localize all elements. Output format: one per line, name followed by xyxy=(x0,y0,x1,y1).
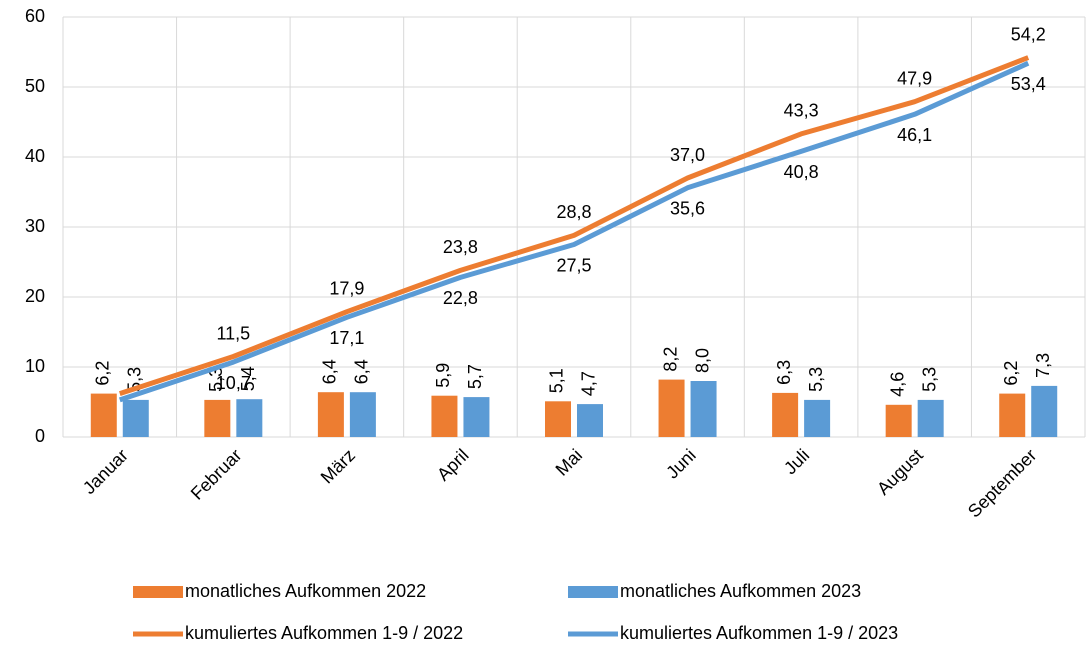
legend-label: monatliches Aufkommen 2022 xyxy=(185,581,426,601)
line-value-label: 27,5 xyxy=(556,255,591,275)
bar-value-label: 6,4 xyxy=(320,359,340,384)
bar xyxy=(431,395,458,437)
bar-value-label: 5,3 xyxy=(206,367,226,392)
line-value-label: 53,4 xyxy=(1011,74,1046,94)
line-value-label: 10,7 xyxy=(216,373,251,393)
x-tick-label: Juni xyxy=(662,445,699,482)
line-value-label: 40,8 xyxy=(784,162,819,182)
line xyxy=(119,55,1030,396)
line-value-label: 46,1 xyxy=(897,125,932,145)
bar xyxy=(1031,385,1058,437)
x-tick-label: März xyxy=(317,445,359,487)
line xyxy=(118,60,1030,403)
line-value-label: 28,8 xyxy=(556,202,591,222)
x-tick-label: August xyxy=(873,445,927,499)
bar xyxy=(545,401,571,437)
bar xyxy=(577,404,603,437)
bar xyxy=(804,399,831,437)
bar-value-label: 5,1 xyxy=(547,368,567,393)
x-tick-label: Januar xyxy=(79,445,132,498)
y-tick-label: 0 xyxy=(35,426,45,446)
legend-label: kumuliertes Aufkommen 1-9 / 2022 xyxy=(185,623,463,643)
line-value-label: 23,8 xyxy=(443,237,478,257)
x-tick-label: April xyxy=(433,445,473,485)
bar-value-label: 5,3 xyxy=(919,367,939,392)
y-tick-label: 50 xyxy=(25,76,45,96)
bar xyxy=(317,392,344,437)
bar-value-label: 5,9 xyxy=(433,363,453,388)
line-value-label: 43,3 xyxy=(784,101,819,121)
line-value-label: 11,5 xyxy=(216,323,250,343)
line-value-label: 17,9 xyxy=(329,278,364,298)
legend-swatch xyxy=(568,586,618,598)
bar-value-label: 4,6 xyxy=(887,372,907,397)
line-value-label: 22,8 xyxy=(443,288,478,308)
bar-value-label: 8,0 xyxy=(692,348,712,373)
bar xyxy=(349,392,376,437)
x-tick-label: Juli xyxy=(780,445,813,478)
bar xyxy=(236,399,263,437)
x-tick-label: Mai xyxy=(552,445,587,480)
line-value-label: 37,0 xyxy=(670,145,705,165)
bar-value-label: 6,2 xyxy=(93,361,113,386)
bar xyxy=(204,399,231,437)
bar-value-label: 5,3 xyxy=(806,367,826,392)
y-tick-label: 30 xyxy=(25,216,45,236)
y-tick-label: 20 xyxy=(25,286,45,306)
legend-label: monatliches Aufkommen 2023 xyxy=(620,581,861,601)
bar-value-label: 7,3 xyxy=(1033,353,1053,378)
bar xyxy=(90,393,117,437)
x-tick-label: Februar xyxy=(187,445,246,504)
line-value-label: 35,6 xyxy=(670,199,705,219)
bar-value-label: 6,4 xyxy=(352,359,372,384)
legend-label: kumuliertes Aufkommen 1-9 / 2023 xyxy=(620,623,898,643)
y-tick-label: 10 xyxy=(25,356,45,376)
bar xyxy=(999,393,1026,437)
bar-value-label: 6,3 xyxy=(774,360,794,385)
bar xyxy=(463,397,490,437)
x-tick-label: September xyxy=(964,445,1040,521)
bar-value-label: 4,7 xyxy=(579,371,599,396)
bar-value-label: 5,4 xyxy=(238,366,258,391)
bar xyxy=(658,379,685,437)
legend-swatch xyxy=(133,586,183,598)
line-value-label: 17,1 xyxy=(329,328,364,348)
y-tick-label: 40 xyxy=(25,146,45,166)
bar xyxy=(885,404,912,437)
y-tick-label: 60 xyxy=(25,6,45,26)
bar xyxy=(690,381,717,437)
bar xyxy=(917,399,944,437)
bar-value-label: 6,2 xyxy=(1001,361,1021,386)
bar xyxy=(772,392,799,437)
bar-value-label: 5,7 xyxy=(465,364,485,389)
line-value-label: 47,9 xyxy=(897,68,932,88)
bar-value-label: 8,2 xyxy=(660,347,680,372)
bar xyxy=(122,399,149,437)
line-value-label: 54,2 xyxy=(1011,24,1046,44)
